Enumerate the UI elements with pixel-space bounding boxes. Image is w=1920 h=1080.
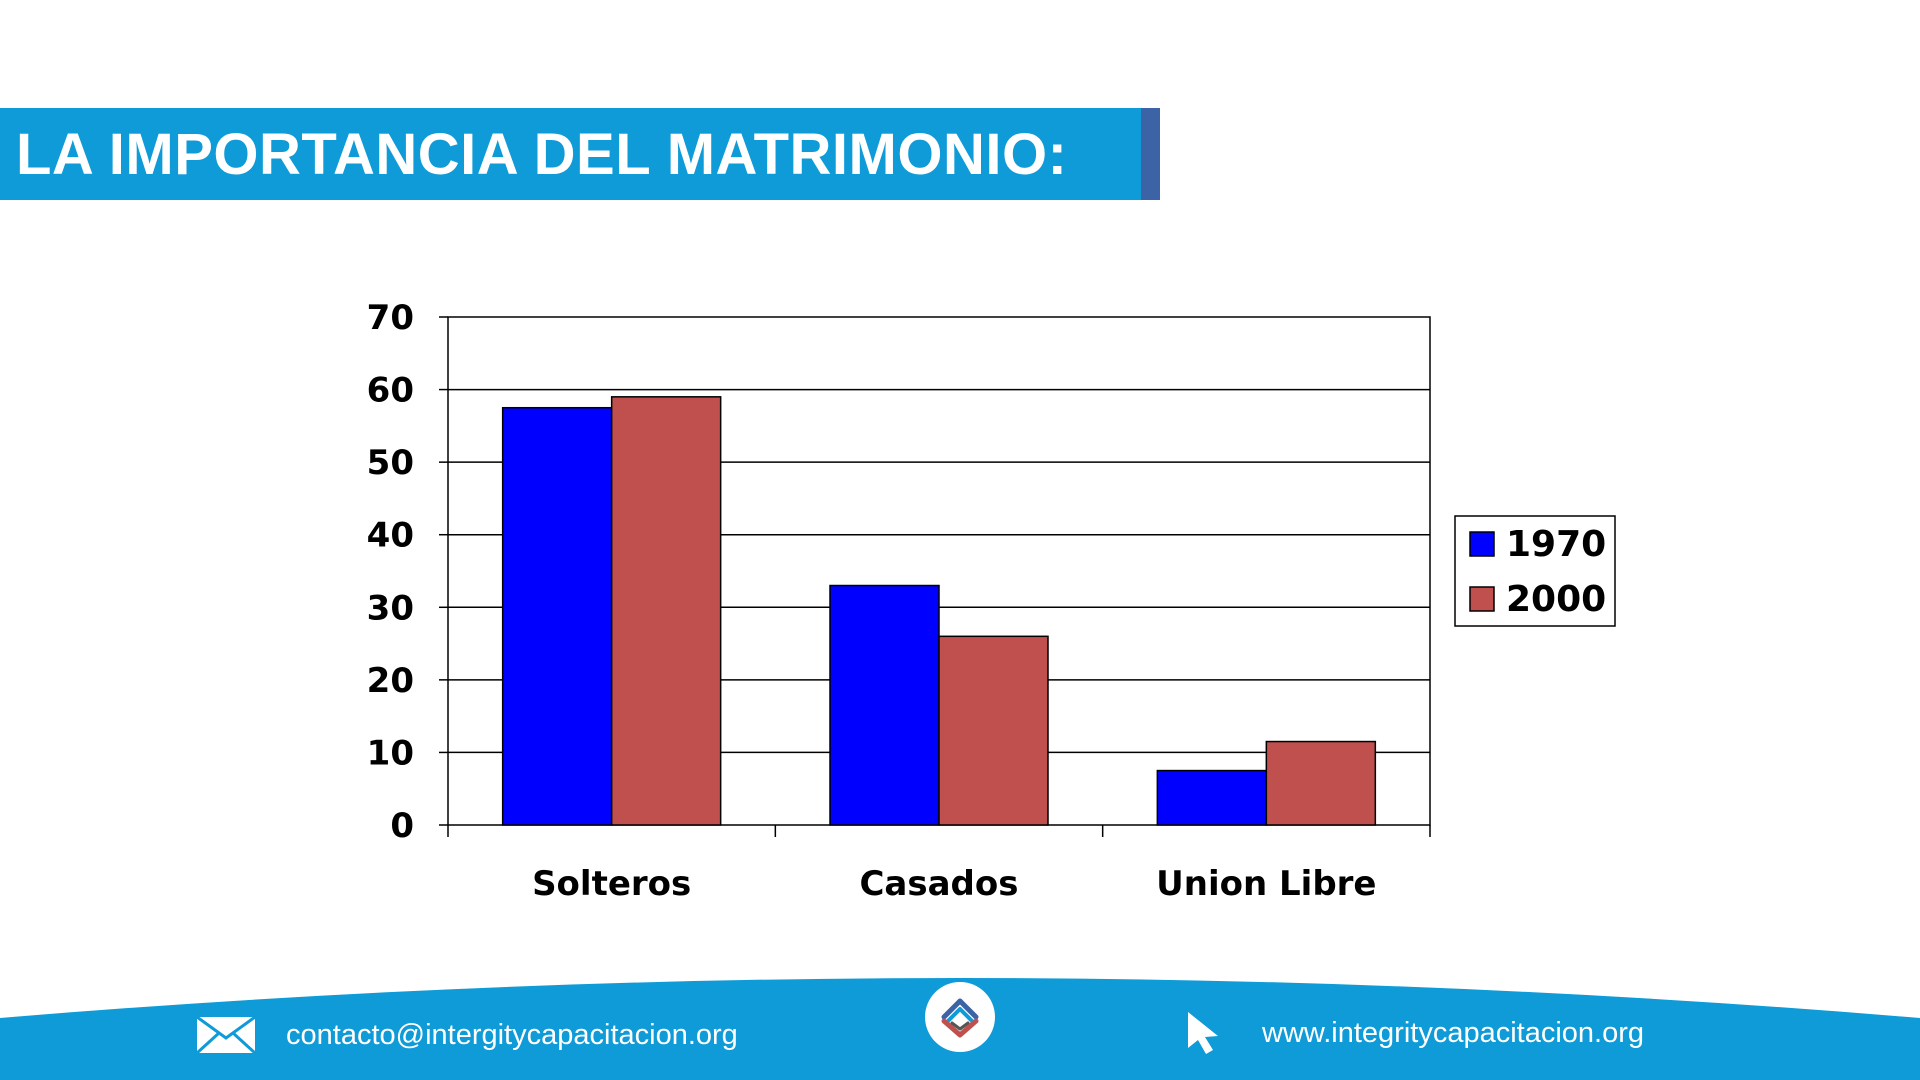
footer: contacto@intergitycapacitacion.org www.i… [0, 970, 1920, 1080]
integrity-logo-icon [925, 982, 995, 1052]
y-tick-label: 70 [367, 298, 414, 338]
cursor-arrow-icon [1186, 1010, 1226, 1056]
bar [1265, 740, 1377, 826]
legend-label: 2000 [1506, 579, 1606, 620]
x-tick-label: Union Libre [1156, 864, 1376, 904]
title-banner-edge [1141, 108, 1160, 200]
bar [610, 396, 722, 826]
bar [1156, 769, 1268, 826]
legend-label: 1970 [1506, 524, 1606, 565]
bar [938, 635, 1049, 826]
y-tick-label: 50 [367, 443, 414, 483]
y-tick-label: 60 [367, 371, 414, 411]
footer-email-text[interactable]: contacto@intergitycapacitacion.org [286, 1018, 738, 1051]
y-tick-label: 30 [367, 588, 414, 628]
bar [829, 584, 940, 826]
footer-website[interactable]: www.integritycapacitacion.org [1186, 1010, 1644, 1056]
footer-email[interactable]: contacto@intergitycapacitacion.org [196, 1016, 738, 1054]
title-banner: LA IMPORTANCIA DEL MATRIMONIO: [0, 108, 1160, 200]
y-tick-label: 20 [367, 661, 414, 701]
x-tick-label: Solteros [532, 864, 691, 904]
envelope-icon [196, 1016, 256, 1054]
y-tick-label: 10 [367, 733, 414, 773]
title-banner-fill [0, 108, 1141, 200]
x-tick-label: Casados [859, 864, 1018, 904]
page-title: LA IMPORTANCIA DEL MATRIMONIO: [16, 121, 1068, 187]
bar [501, 406, 613, 826]
legend-swatch [1469, 586, 1495, 612]
legend-swatch [1469, 531, 1495, 557]
bar-chart: 0 10 20 30 40 50 60 70 Solteros Casados Union Libr… [367, 298, 1616, 904]
y-tick-label: 0 [390, 806, 414, 846]
footer-website-text[interactable]: www.integritycapacitacion.org [1262, 1016, 1645, 1049]
y-tick-label: 40 [367, 516, 414, 556]
